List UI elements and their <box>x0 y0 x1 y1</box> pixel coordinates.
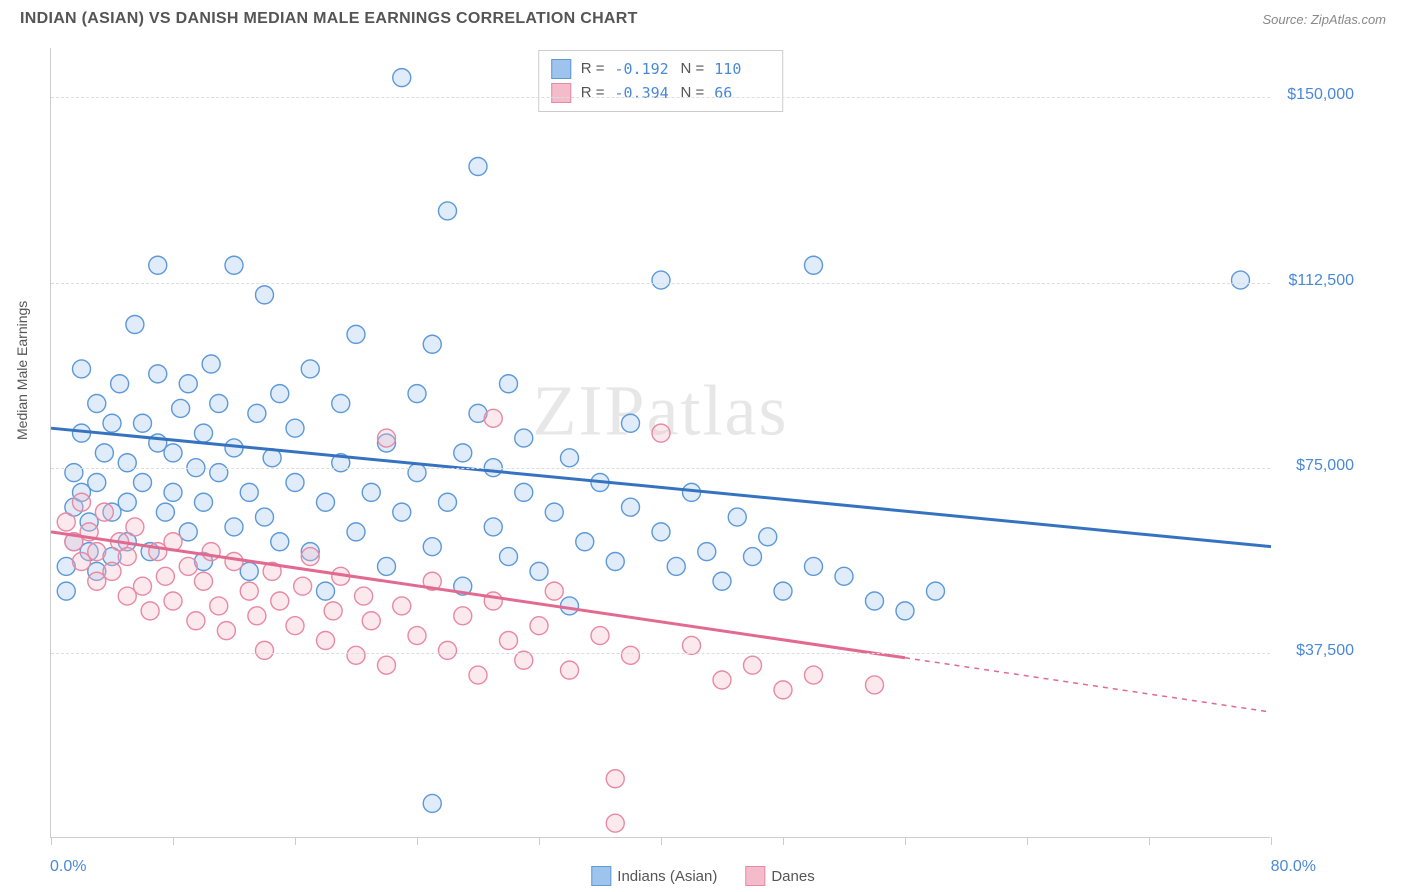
y-tick-label: $75,000 <box>1296 457 1354 475</box>
legend-row-danes: R = -0.394 N = 66 <box>551 81 771 105</box>
swatch-icon <box>745 866 765 886</box>
stat-r-label: R = <box>581 57 605 81</box>
y-tick-label: $112,500 <box>1288 272 1354 290</box>
legend-label: Indians (Asian) <box>617 868 717 885</box>
swatch-icon <box>551 59 571 79</box>
stat-r-label: R = <box>581 81 605 105</box>
stat-n-label: N = <box>681 57 705 81</box>
y-tick-label: $37,500 <box>1296 642 1354 660</box>
swatch-icon <box>551 83 571 103</box>
legend-row-indians: R = -0.192 N = 110 <box>551 57 771 81</box>
stat-r-value: -0.394 <box>615 81 671 105</box>
scatter-svg <box>51 48 1270 837</box>
swatch-icon <box>591 866 611 886</box>
legend-item-danes: Danes <box>745 866 814 886</box>
legend-item-indians: Indians (Asian) <box>591 866 717 886</box>
chart-title: INDIAN (ASIAN) VS DANISH MEDIAN MALE EAR… <box>20 10 638 28</box>
chart-plot-area: ZIPatlas R = -0.192 N = 110 R = -0.394 N… <box>50 48 1270 838</box>
correlation-legend: R = -0.192 N = 110 R = -0.394 N = 66 <box>538 50 784 112</box>
x-axis-max-label: 80.0% <box>1271 858 1316 876</box>
source-attribution: Source: ZipAtlas.com <box>1262 12 1386 27</box>
legend-label: Danes <box>771 868 814 885</box>
stat-r-value: -0.192 <box>615 57 671 81</box>
y-axis-label: Median Male Earnings <box>14 301 30 440</box>
stat-n-label: N = <box>681 81 705 105</box>
chart-header: INDIAN (ASIAN) VS DANISH MEDIAN MALE EAR… <box>0 0 1406 36</box>
x-axis-min-label: 0.0% <box>50 858 86 876</box>
stat-n-value: 110 <box>714 57 770 81</box>
y-tick-label: $150,000 <box>1287 86 1354 104</box>
stat-n-value: 66 <box>714 81 770 105</box>
series-legend: Indians (Asian) Danes <box>591 866 814 886</box>
